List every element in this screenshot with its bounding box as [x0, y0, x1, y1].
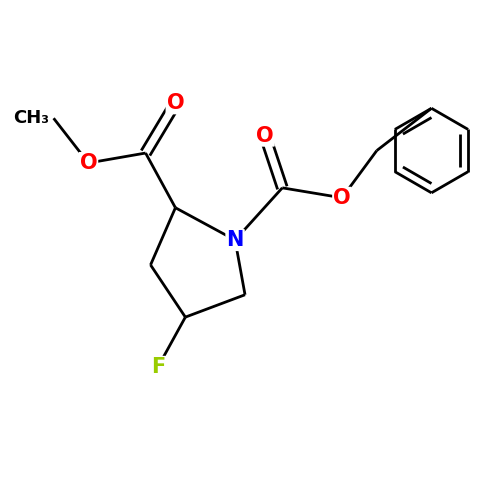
Text: O: O	[256, 126, 274, 146]
Text: O: O	[80, 153, 97, 173]
Text: N: N	[226, 230, 244, 250]
Text: O: O	[166, 94, 184, 114]
Text: F: F	[151, 357, 165, 377]
Text: CH₃: CH₃	[14, 109, 50, 127]
Text: O: O	[333, 188, 351, 208]
